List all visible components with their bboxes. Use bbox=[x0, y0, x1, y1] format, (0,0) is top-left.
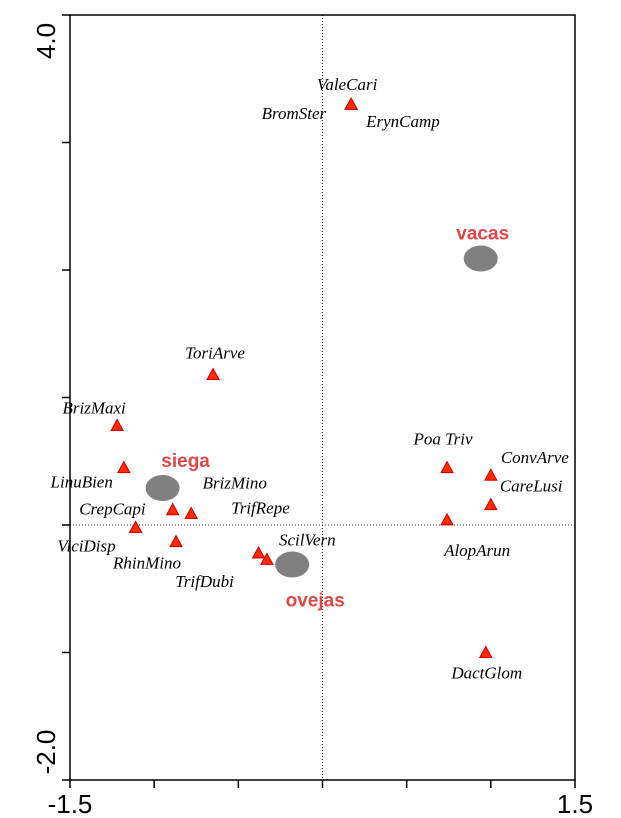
species-label: BrizMino bbox=[203, 474, 267, 493]
species-marker bbox=[440, 512, 454, 526]
species-marker bbox=[483, 468, 498, 481]
species-label: ToriArve bbox=[185, 343, 245, 362]
species-label: ValeCari bbox=[317, 75, 378, 94]
species-label: DactGlom bbox=[450, 663, 522, 682]
centroid-label: ovejas bbox=[286, 591, 345, 612]
species-label: BrizMaxi bbox=[62, 398, 126, 417]
species-label: TrifDubi bbox=[175, 572, 234, 591]
species-label: BromSter bbox=[262, 104, 327, 123]
species-label: CareLusi bbox=[500, 477, 563, 496]
species-marker bbox=[206, 367, 220, 381]
centroid-label: siega bbox=[161, 451, 210, 472]
centroid-marker bbox=[275, 551, 310, 578]
species-marker bbox=[344, 97, 358, 110]
x-tick-label: -1.5 bbox=[48, 789, 93, 818]
species-marker bbox=[483, 497, 498, 511]
species-label: TrifRepe bbox=[231, 498, 290, 517]
y-tick-label: 4.0 bbox=[31, 23, 61, 59]
species-marker bbox=[440, 460, 454, 474]
species-marker bbox=[251, 546, 266, 559]
species-marker bbox=[184, 506, 199, 520]
x-tick-label: 1.5 bbox=[557, 789, 593, 818]
species-label: LinuBien bbox=[50, 473, 113, 492]
species-marker bbox=[128, 520, 143, 534]
centroid-marker bbox=[145, 475, 180, 502]
species-marker bbox=[478, 645, 493, 658]
species-label: CrepCapi bbox=[79, 499, 146, 518]
species-label: ConvArve bbox=[501, 448, 569, 467]
species-label: Poa Triv bbox=[413, 430, 473, 449]
species-label: ScilVern bbox=[279, 530, 336, 549]
species-marker bbox=[117, 460, 131, 474]
species-label: ViciDisp bbox=[57, 536, 115, 555]
species-marker bbox=[169, 534, 183, 548]
y-tick-label: -2.0 bbox=[31, 730, 61, 775]
centroid-label: vacas bbox=[456, 224, 509, 245]
species-label: RhinMino bbox=[112, 553, 181, 572]
species-label: AlopArun bbox=[443, 541, 510, 560]
centroid-marker bbox=[463, 245, 498, 272]
species-marker bbox=[260, 552, 274, 565]
species-marker bbox=[165, 502, 180, 516]
species-marker bbox=[110, 418, 124, 432]
species-label: ErynCamp bbox=[365, 112, 440, 131]
